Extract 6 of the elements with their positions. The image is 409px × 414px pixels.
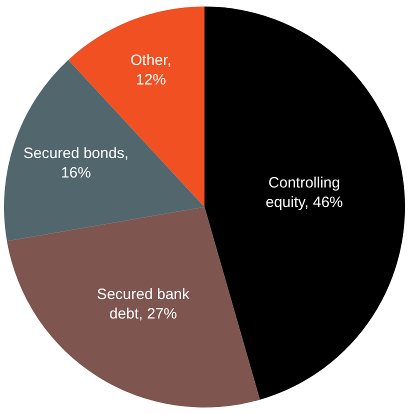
slice-label: Secured bonds, 16%	[23, 145, 128, 182]
slice-label: Other, 12%	[130, 52, 172, 88]
slice-label: Controlling equity, 46%	[266, 174, 343, 212]
pie-slice	[204, 6, 405, 400]
pie-slice	[6, 207, 260, 408]
slice-label: Secured bank debt, 27%	[96, 286, 190, 323]
